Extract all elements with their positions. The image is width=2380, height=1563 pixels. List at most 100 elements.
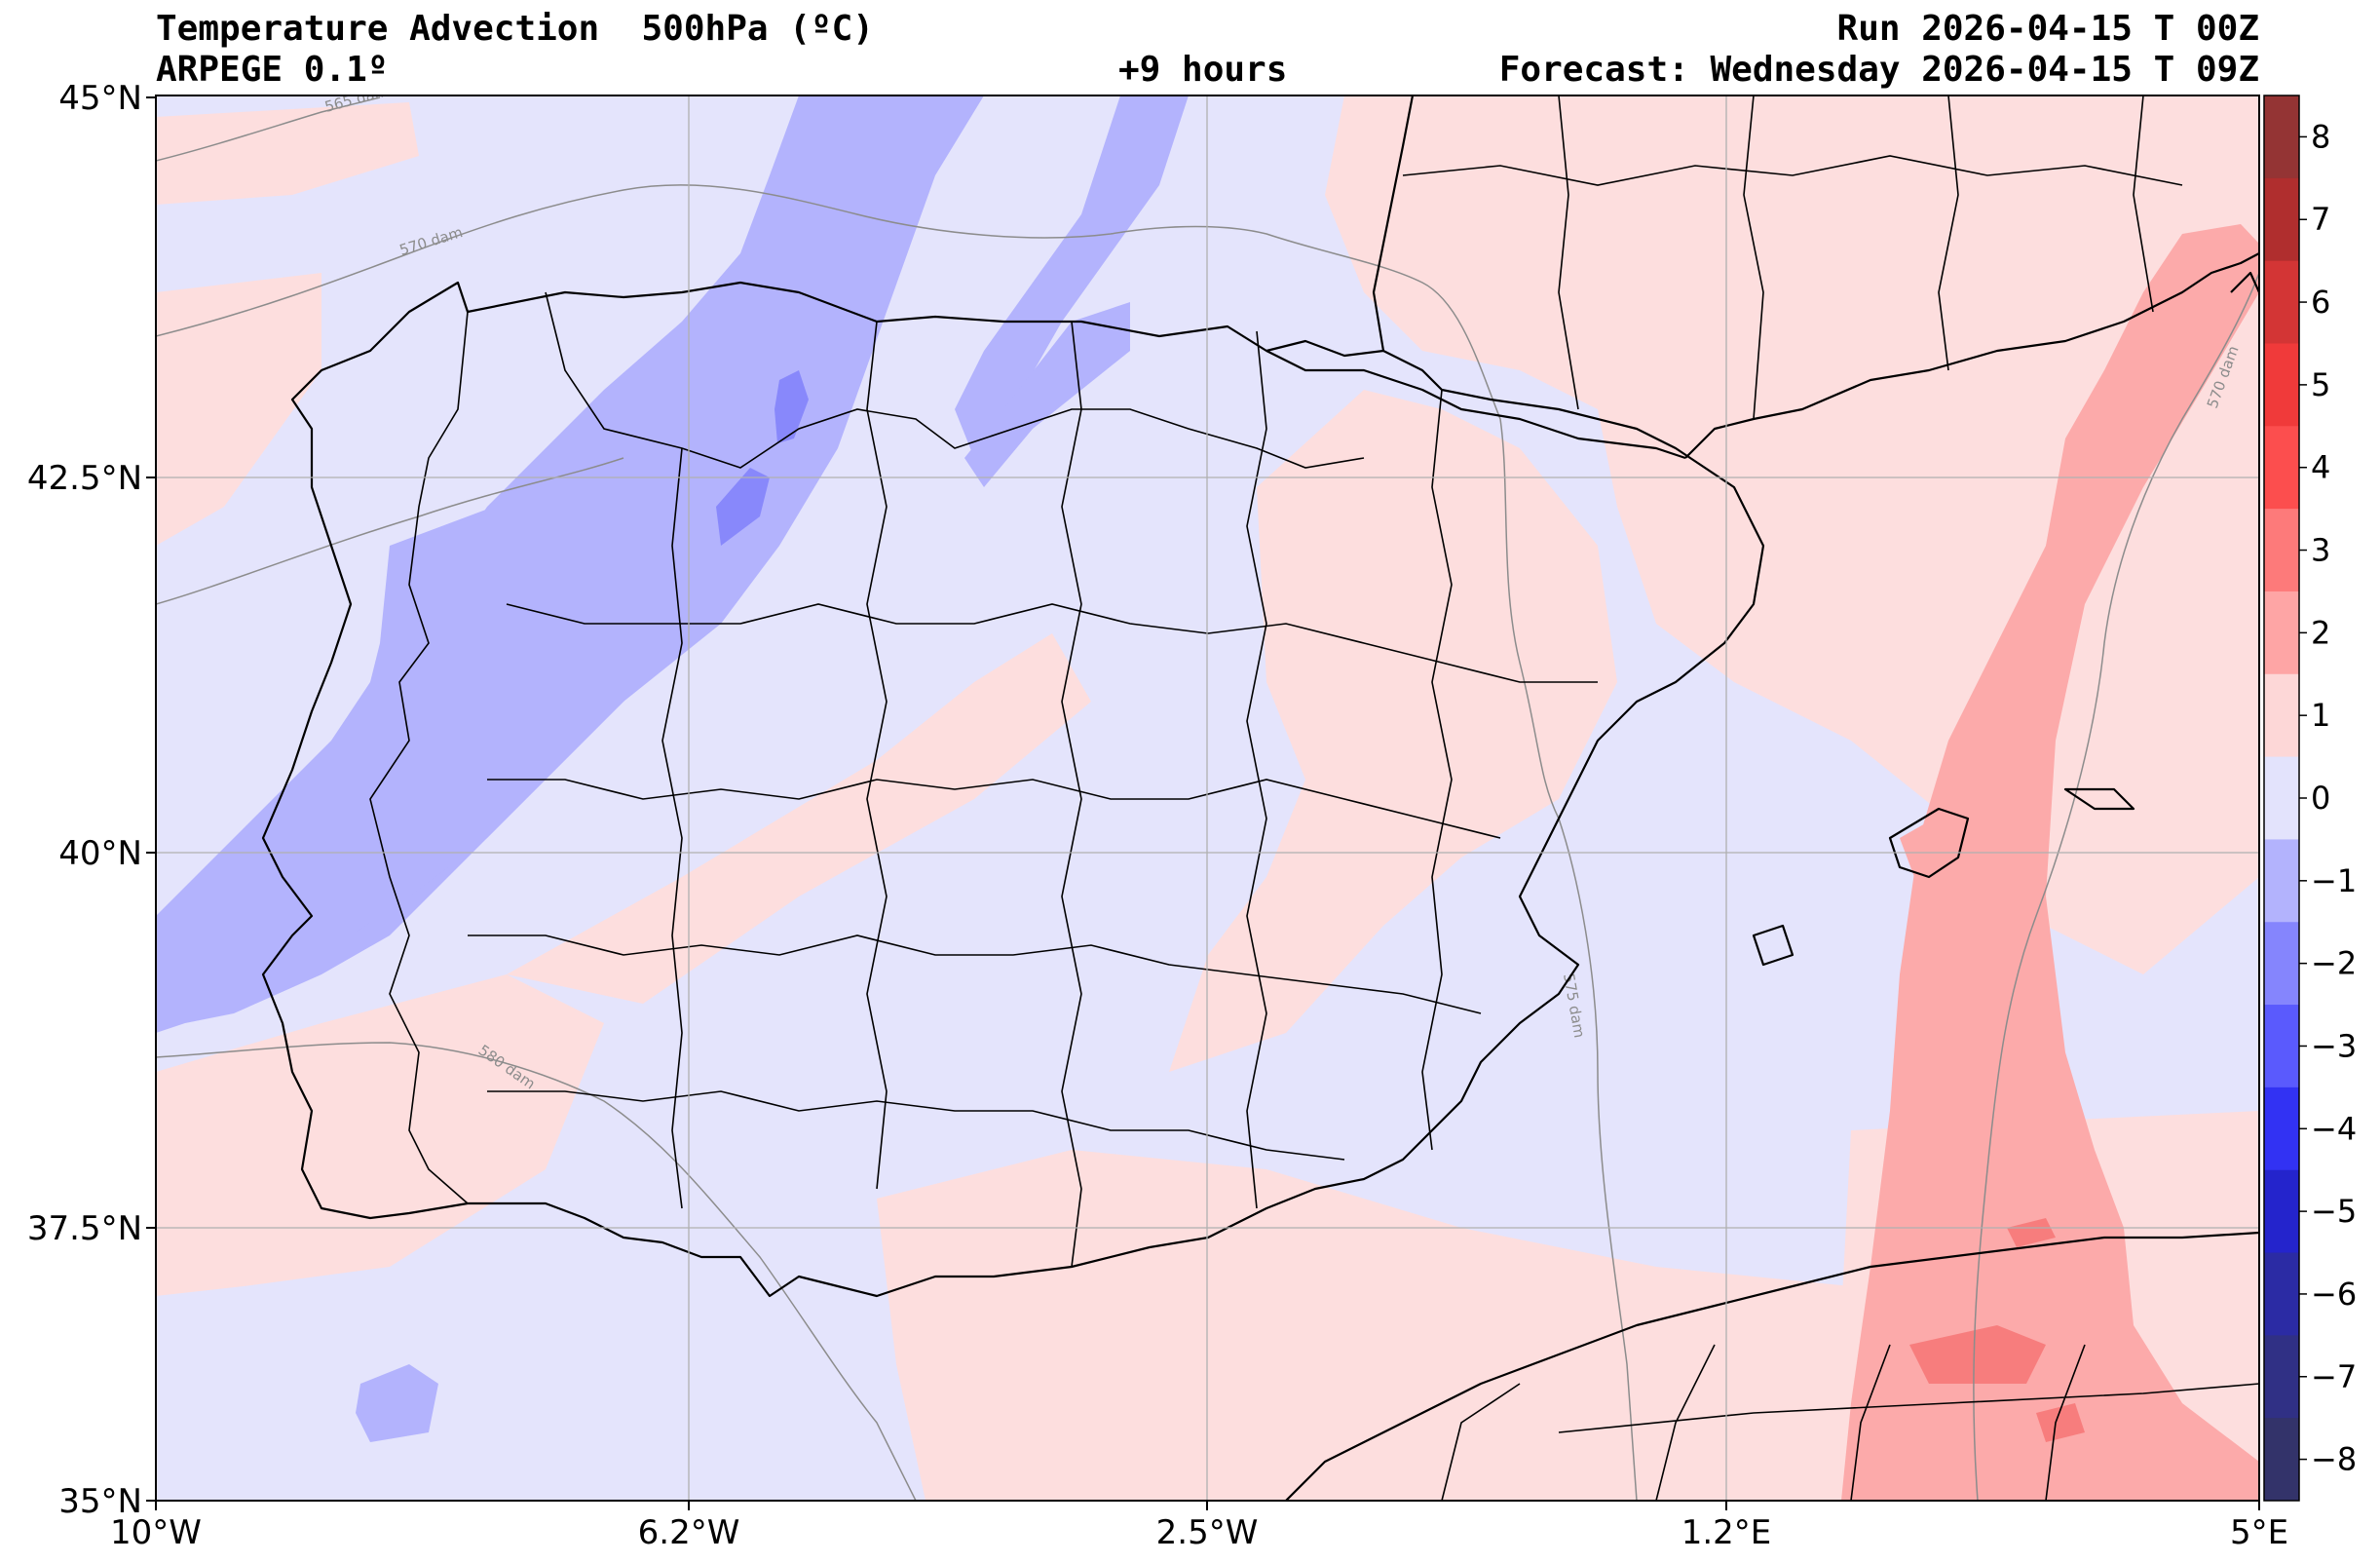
france-spain-border	[1266, 350, 1686, 460]
province-borders-andalusia	[487, 1090, 1345, 1161]
ibiza-island	[1752, 924, 1794, 967]
france-departments	[1402, 95, 2183, 420]
colorbar-swatch	[2264, 95, 2299, 179]
colorbar-swatch	[2264, 1252, 2299, 1336]
colorbar-tick-label: 6	[2311, 284, 2330, 321]
colorbar-swatch	[2264, 1005, 2299, 1088]
warm-area-sw-atlantic	[156, 974, 604, 1296]
colorbar-tick-label: 7	[2311, 201, 2330, 238]
contour-570-east	[1973, 272, 2259, 1501]
colorbar-tick-label: 0	[2311, 780, 2330, 817]
contour-580	[156, 1042, 917, 1501]
geopotential-contours	[156, 96, 2259, 1501]
cold-band-cantabria	[964, 302, 1130, 487]
warm-band-mallorca	[1900, 799, 2007, 916]
colorbar-tick-label: 4	[2311, 449, 2330, 486]
north-africa-coast	[1285, 1231, 2259, 1501]
colorbar-tick-label: −2	[2311, 945, 2357, 982]
colorbar-tick-label: 5	[2311, 366, 2330, 403]
colorbar-tick-label: 2	[2311, 614, 2330, 651]
colorbar-swatch	[2264, 1169, 2299, 1254]
colorbar-swatch	[2264, 1086, 2299, 1171]
colorbar-tick-label: −1	[2311, 862, 2357, 899]
colorbar-swatch	[2264, 756, 2299, 840]
portugal-spain-border	[369, 311, 469, 1204]
coastlines-and-borders	[261, 95, 2259, 1501]
cold-advection-weak-areas	[156, 95, 1189, 1442]
cold-patch-leon	[716, 468, 770, 546]
lat-label-45n: 45°N	[58, 79, 142, 118]
cold-band-nw-second	[955, 95, 1189, 458]
model-label: ARPEGE 0.1º	[156, 50, 389, 90]
lon-label-6-2w: 6.2°W	[638, 1513, 740, 1552]
warm-area-nw-atlantic	[156, 102, 419, 205]
warm-area-central-band	[507, 633, 1091, 1004]
lon-label-5e: 5°E	[2230, 1513, 2288, 1552]
colorbar-tick-label: −6	[2311, 1276, 2357, 1313]
warm-patch-algeria	[1909, 1325, 2046, 1384]
chart-title: Temperature Advection 500hPa (ºC)	[156, 9, 874, 49]
run-label: Run 2026-04-15 T 00Z	[1836, 9, 2259, 49]
france-coastline	[1372, 95, 1415, 352]
warm-patch-sea	[2007, 1218, 2056, 1247]
lat-label-40n: 40°N	[58, 834, 142, 873]
corsica-island	[2230, 271, 2259, 293]
north-africa-borders	[1441, 1344, 2259, 1501]
province-borders-vertical-5	[1421, 389, 1453, 1151]
province-borders-vertical-1	[661, 447, 683, 1209]
cold-advection-mid-areas	[716, 370, 809, 546]
colorbar-tick-label: −4	[2311, 1110, 2357, 1147]
warm-advection-strong-areas	[1909, 1218, 2085, 1442]
cold-patch-sw	[356, 1364, 438, 1442]
colorbar-tick-label: −7	[2311, 1358, 2357, 1395]
colorbar-swatch	[2264, 673, 2299, 758]
colorbar-tick-label: −3	[2311, 1027, 2357, 1064]
colorbar-swatch	[2264, 343, 2299, 427]
contour-565	[156, 96, 381, 162]
axis-ticks	[146, 96, 2260, 1510]
colorbar-tick-label: −8	[2311, 1441, 2357, 1478]
colorbar-swatch	[2264, 426, 2299, 510]
mallorca-island	[1888, 807, 1970, 879]
lon-label-2-5w: 2.5°W	[1156, 1513, 1259, 1552]
province-borders-vertical-2	[866, 321, 888, 1190]
colorbar-swatch	[2264, 177, 2299, 262]
lat-label-37-5n: 37.5°N	[27, 1209, 142, 1248]
colorbar-swatch	[2264, 509, 2299, 592]
colorbar-swatch	[2264, 1418, 2299, 1502]
lon-label-1-2e: 1.2°E	[1681, 1513, 1772, 1552]
colorbar-swatch	[2264, 1335, 2299, 1419]
colorbar-tick-label: 3	[2311, 532, 2330, 569]
map-gridlines	[156, 95, 2259, 1501]
lat-label-35n: 35°N	[58, 1482, 142, 1521]
cold-patch-asturias	[774, 370, 809, 443]
colorbar-swatch	[2264, 260, 2299, 344]
latitude-labels: 45°N 42.5°N 40°N 37.5°N 35°N	[27, 79, 142, 1521]
province-borders-vertical-3	[1061, 321, 1082, 1268]
colorbar-swatch	[2264, 922, 2299, 1006]
warm-band-mediterranean	[1841, 224, 2259, 1501]
contour-left-lower	[156, 457, 624, 605]
lat-label-42-5n: 42.5°N	[27, 459, 142, 498]
province-borders-south	[468, 934, 1482, 1014]
colorbar-swatch	[2264, 591, 2299, 675]
contour-570-west	[156, 184, 1638, 1501]
cold-band-portugal	[253, 448, 779, 974]
longitude-labels: 10°W 6.2°W 2.5°W 1.2°E 5°E	[110, 1513, 2288, 1552]
province-borders-north	[545, 291, 1365, 469]
iberia-coastline	[261, 281, 1765, 1298]
warm-advection-mid-areas	[1841, 224, 2259, 1501]
lead-time-label: +9 hours	[1118, 50, 1288, 90]
warm-area-east	[1169, 390, 1617, 1072]
lon-label-10w: 10°W	[110, 1513, 202, 1552]
colorbar: 8 7 6 5 4 3 2 1 0 −1 −2 −3 −4 −5 −6 −7 −8	[2263, 95, 2357, 1502]
map-area: 565 dam 570 dam 575 dam 580 dam 570 dam	[156, 95, 2259, 1501]
colorbar-tick-label: −5	[2311, 1193, 2357, 1230]
colorbar-tick-label: 8	[2311, 118, 2330, 155]
colorbar-swatch	[2264, 839, 2299, 923]
region-borders	[369, 95, 2259, 1501]
forecast-label: Forecast: Wednesday 2026-04-15 T 09Z	[1498, 50, 2259, 90]
menorca-island	[2063, 787, 2135, 811]
province-borders-middle	[487, 779, 1501, 839]
